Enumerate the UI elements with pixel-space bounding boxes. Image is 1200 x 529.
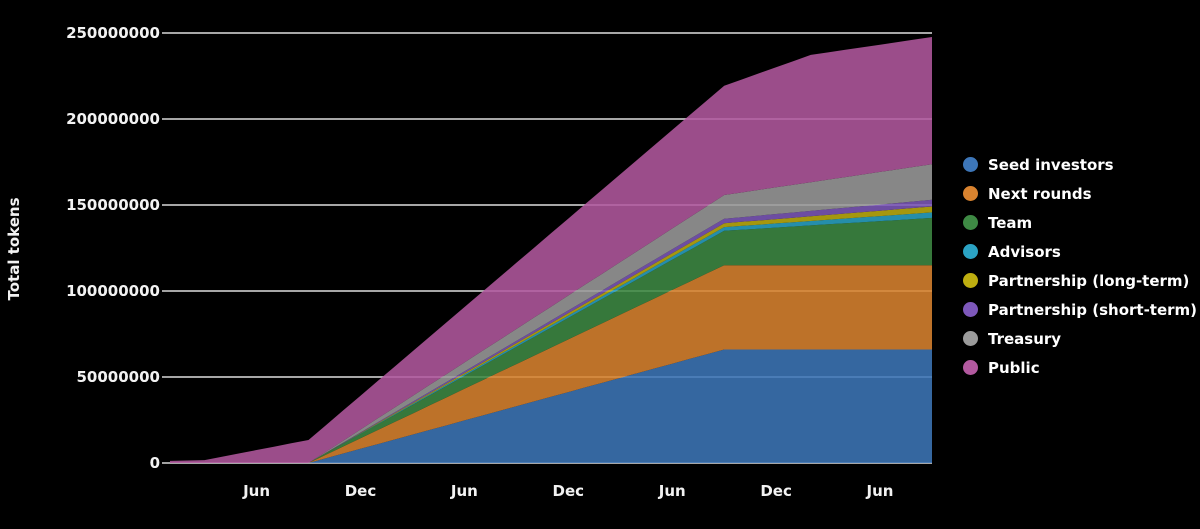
y-tick-label: 50000000 — [76, 368, 161, 386]
area-team — [170, 217, 932, 463]
legend-marker-circle — [963, 273, 978, 288]
legend-marker-circle — [963, 244, 978, 259]
legend-item-partnership-long-term[interactable]: Partnership (long-term) — [963, 266, 1197, 295]
legend-label: Team — [988, 213, 1033, 232]
legend-label: Advisors — [988, 242, 1061, 261]
legend-marker-circle — [963, 157, 978, 172]
legend-item-next-rounds[interactable]: Next rounds — [963, 179, 1197, 208]
y-tick-label: 100000000 — [66, 282, 160, 300]
legend-label: Next rounds — [988, 184, 1092, 203]
x-tick-label: Dec — [760, 482, 792, 500]
legend-marker-circle — [963, 360, 978, 375]
legend-item-partnership-short-term[interactable]: Partnership (short-term) — [963, 295, 1197, 324]
legend-item-treasury[interactable]: Treasury — [963, 324, 1197, 353]
y-tick-label: 200000000 — [66, 110, 160, 128]
legend-marker-circle — [963, 331, 978, 346]
legend-marker-circle — [963, 186, 978, 201]
y-tick-label: 250000000 — [66, 24, 160, 42]
legend-item-team[interactable]: Team — [963, 208, 1197, 237]
legend-label: Seed investors — [988, 155, 1114, 174]
area-treasury — [170, 164, 932, 463]
legend-label: Treasury — [988, 329, 1062, 348]
legend-label: Public — [988, 358, 1040, 377]
area-public — [170, 37, 932, 463]
x-tick-label: Dec — [552, 482, 585, 500]
area-next-rounds — [170, 265, 932, 463]
x-tick-label: Dec — [344, 482, 377, 500]
legend-marker-circle — [963, 215, 978, 230]
y-tick-label: 150000000 — [66, 196, 160, 214]
x-tick-label: Jun — [243, 482, 271, 500]
x-tick-label: Jun — [866, 482, 894, 500]
x-tick-label: Jun — [450, 482, 478, 500]
legend-item-advisors[interactable]: Advisors — [963, 237, 1197, 266]
legend-label: Partnership (long-term) — [988, 271, 1190, 290]
legend: Seed investors Next rounds Team Advisors Par… — [963, 150, 1197, 382]
area-seed-investors — [170, 349, 932, 463]
legend-item-seed-investors[interactable]: Seed investors — [963, 150, 1197, 179]
legend-marker-circle — [963, 302, 978, 317]
x-tick-label: Jun — [658, 482, 686, 500]
y-tick-label: 0 — [149, 454, 160, 472]
legend-label: Partnership (short-term) — [988, 300, 1198, 319]
legend-item-public[interactable]: Public — [963, 353, 1197, 382]
